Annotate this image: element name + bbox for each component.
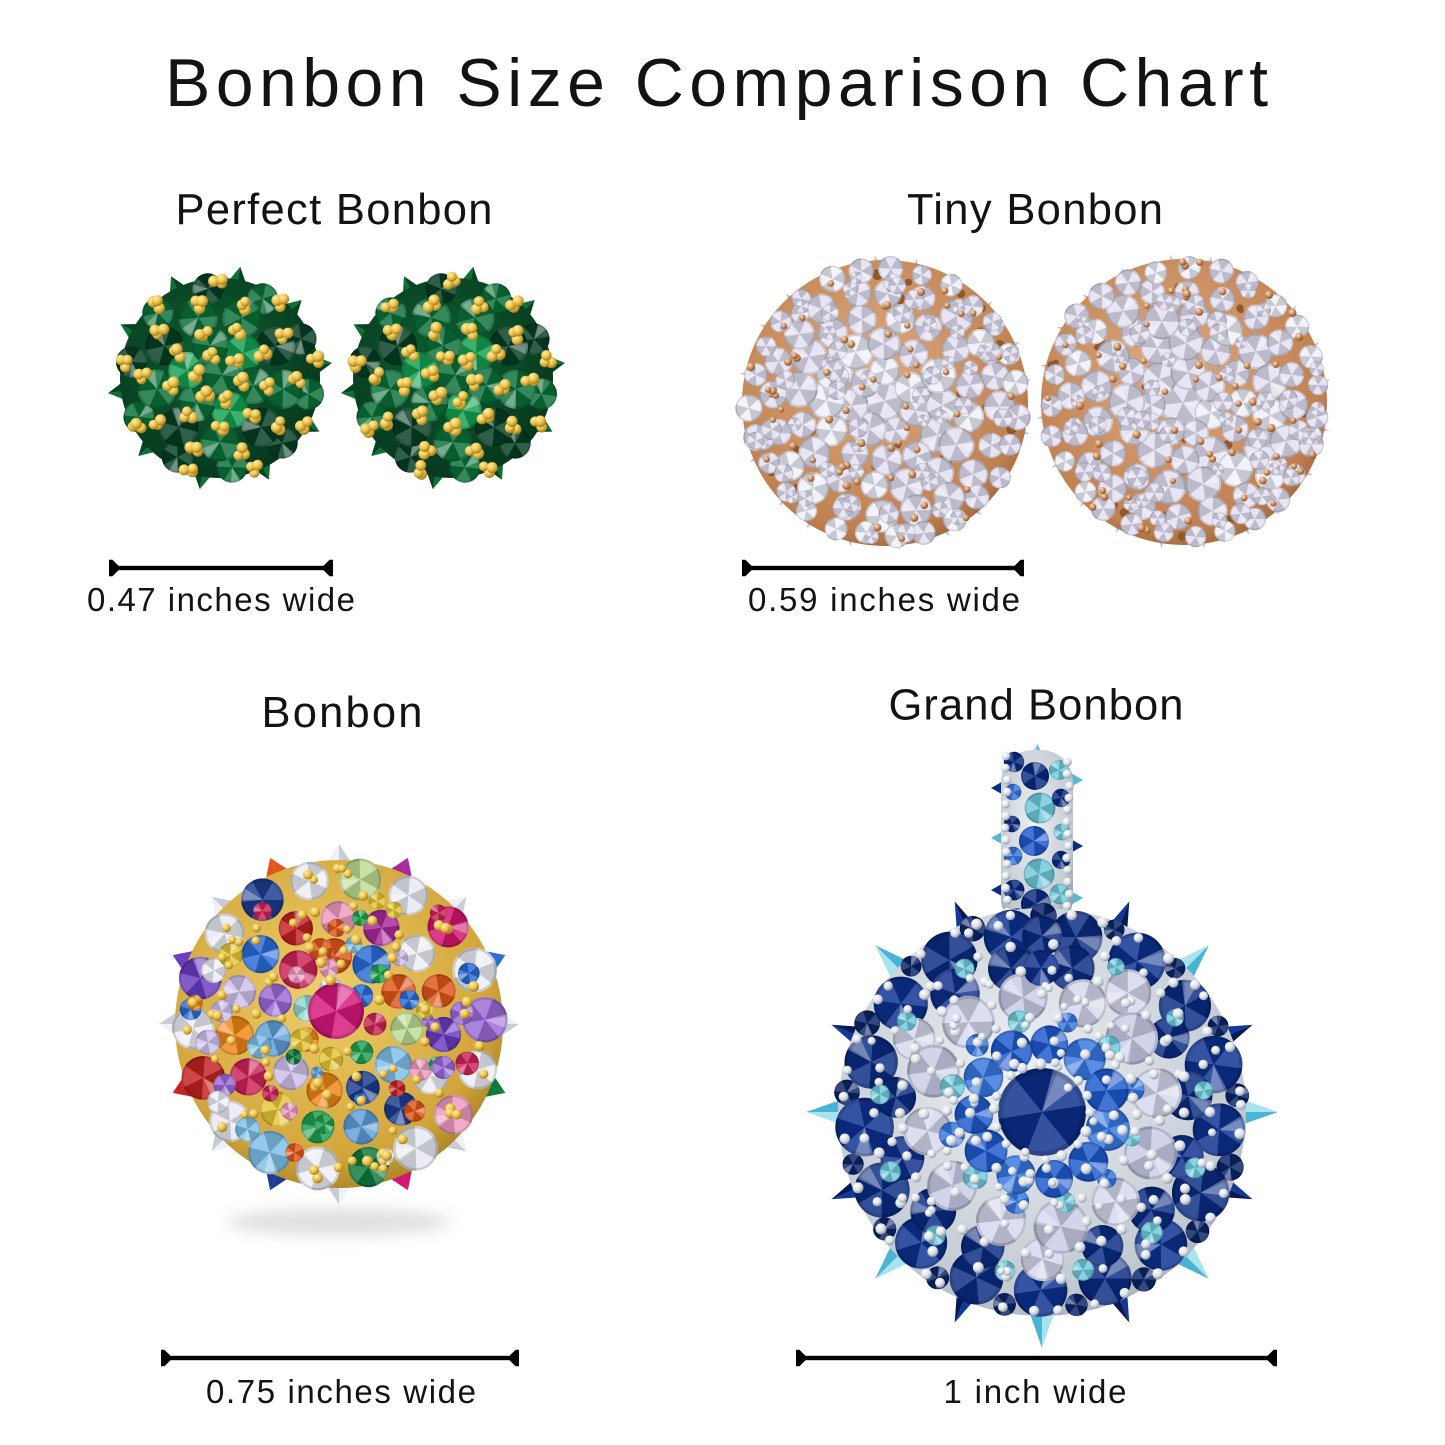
svg-text:0.59 inches wide: 0.59 inches wide bbox=[748, 581, 1020, 618]
svg-text:1 inch wide: 1 inch wide bbox=[944, 1373, 1127, 1410]
svg-text:Perfect Bonbon: Perfect Bonbon bbox=[176, 186, 493, 234]
svg-text:Bonbon Size Comparison Chart: Bonbon Size Comparison Chart bbox=[165, 45, 1268, 121]
svg-text:Grand Bonbon: Grand Bonbon bbox=[889, 682, 1184, 730]
svg-text:Bonbon: Bonbon bbox=[262, 689, 423, 737]
svg-text:0.75 inches wide: 0.75 inches wide bbox=[206, 1373, 476, 1410]
svg-text:Tiny Bonbon: Tiny Bonbon bbox=[907, 186, 1163, 234]
svg-text:0.47 inches wide: 0.47 inches wide bbox=[87, 581, 355, 618]
